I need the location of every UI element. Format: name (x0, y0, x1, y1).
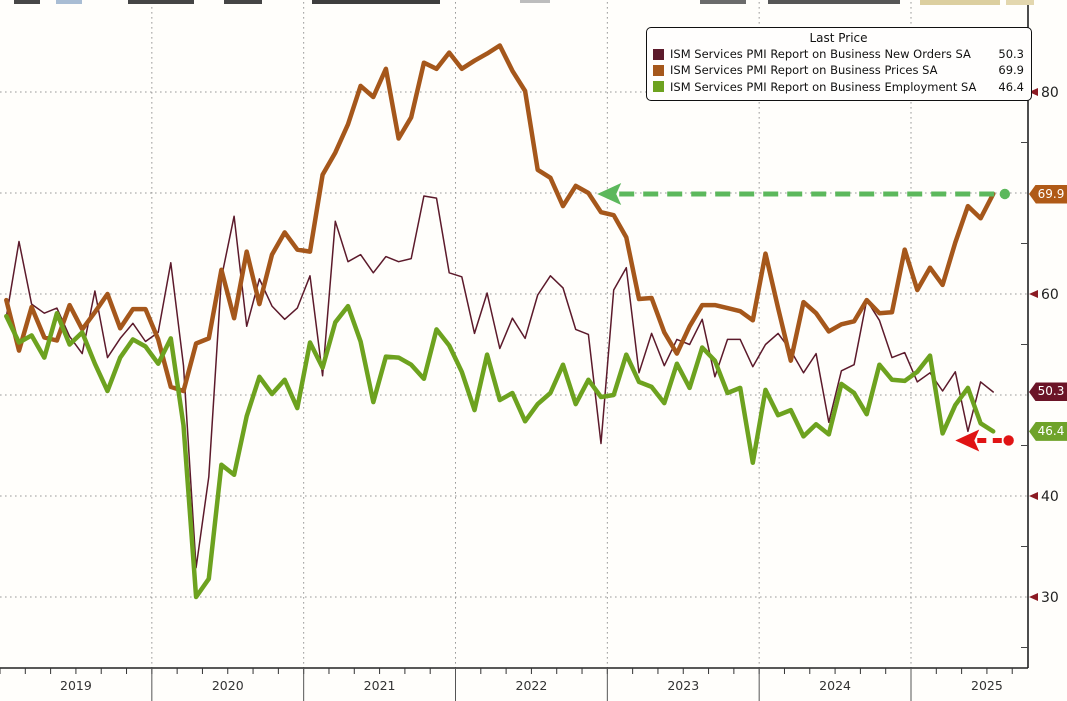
x-axis-label-2023: 2023 (667, 678, 699, 693)
legend-label: ISM Services PMI Report on Business Empl… (670, 79, 977, 94)
x-axis-label-2020: 2020 (212, 678, 244, 693)
legend-row-prices: ISM Services PMI Report on Business Pric… (653, 62, 1024, 78)
x-axis-label-2019: 2019 (60, 678, 92, 693)
y-tick-arrow-icon-40 (1029, 492, 1038, 500)
series-line-employment (4, 303, 996, 600)
x-axis-label-2022: 2022 (516, 678, 548, 693)
y-axis-label-60: 60 (1041, 287, 1059, 303)
y-axis-label-80: 80 (1041, 85, 1059, 101)
series-line-prices (4, 43, 996, 394)
y-axis-label-30: 30 (1041, 590, 1059, 606)
y-axis-label-40: 40 (1041, 489, 1059, 505)
legend-row-new-orders: ISM Services PMI Report on Business New … (653, 46, 1024, 62)
prices-retrace-arrow-dot-icon (999, 188, 1011, 200)
x-axis-label-2021: 2021 (364, 678, 396, 693)
chart-legend: Last Price ISM Services PMI Report on Bu… (646, 27, 1032, 101)
prices-retrace-arrow-head-icon (597, 183, 622, 206)
y-tick-arrow-icon-80 (1029, 88, 1038, 96)
last-price-badge-employment: 46.4 (1029, 421, 1067, 441)
prices-swatch-icon (653, 64, 664, 76)
employment-swatch-icon (653, 81, 664, 93)
last-price-badge-prices: 69.9 (1029, 184, 1067, 204)
legend-value: 50.3 (998, 47, 1024, 61)
series-line-new-orders (5, 195, 994, 569)
cropped-title-remnants (0, 0, 1067, 6)
x-axis-label-2024: 2024 (819, 678, 851, 693)
legend-label: ISM Services PMI Report on Business Pric… (670, 63, 938, 78)
employment-drop-arrow-head-icon (955, 429, 980, 452)
employment-drop-arrow-dot-icon (1003, 435, 1014, 446)
y-tick-arrow-icon-60 (1029, 290, 1038, 298)
new-orders-swatch-icon (653, 48, 664, 60)
legend-value: 46.4 (998, 79, 1024, 94)
legend-label: ISM Services PMI Report on Business New … (670, 47, 971, 61)
legend-value: 69.9 (998, 63, 1024, 78)
legend-title: Last Price (809, 31, 868, 45)
y-tick-arrow-icon-30 (1029, 593, 1038, 601)
legend-row-employment: ISM Services PMI Report on Business Empl… (653, 79, 1024, 95)
last-price-badge-new-orders: 50.3 (1029, 382, 1067, 402)
x-axis-label-2025: 2025 (971, 678, 1003, 693)
